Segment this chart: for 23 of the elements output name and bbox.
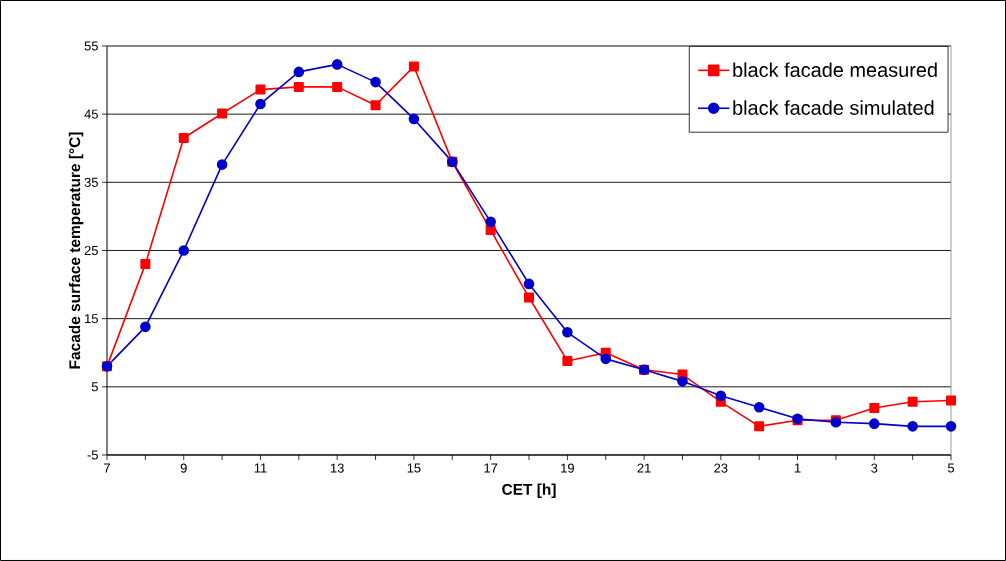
y-tick-label: 45	[84, 109, 98, 119]
x-tick-label: 5	[947, 463, 955, 473]
x-tick-label: 7	[104, 463, 110, 473]
legend-label: black facade measured	[733, 62, 937, 77]
x-tick-label: 17	[484, 463, 498, 473]
x-tick-label: 21	[637, 463, 651, 473]
x-tick-label: 23	[714, 463, 728, 473]
y-tick-label: -5	[87, 450, 98, 460]
x-tick-label: 15	[407, 463, 421, 473]
y-tick-label: 5	[91, 382, 98, 392]
y-tick-label: 35	[84, 177, 98, 187]
x-tick-label: 9	[180, 463, 187, 473]
y-axis-title: Facade surface temperature [°C]	[68, 132, 84, 369]
y-tick-label: 15	[85, 314, 98, 324]
x-axis-title: CET [h]	[502, 483, 556, 498]
x-tick-label: 11	[254, 463, 267, 473]
x-tick-label: 1	[794, 463, 801, 473]
x-tick-label: 3	[871, 463, 878, 473]
x-tick-label: 13	[330, 463, 344, 473]
legend-label: black facade simulated	[733, 100, 934, 115]
y-tick-label: 25	[84, 245, 98, 256]
y-tick-label: 55	[84, 41, 98, 51]
x-tick-label: 19	[561, 463, 574, 473]
